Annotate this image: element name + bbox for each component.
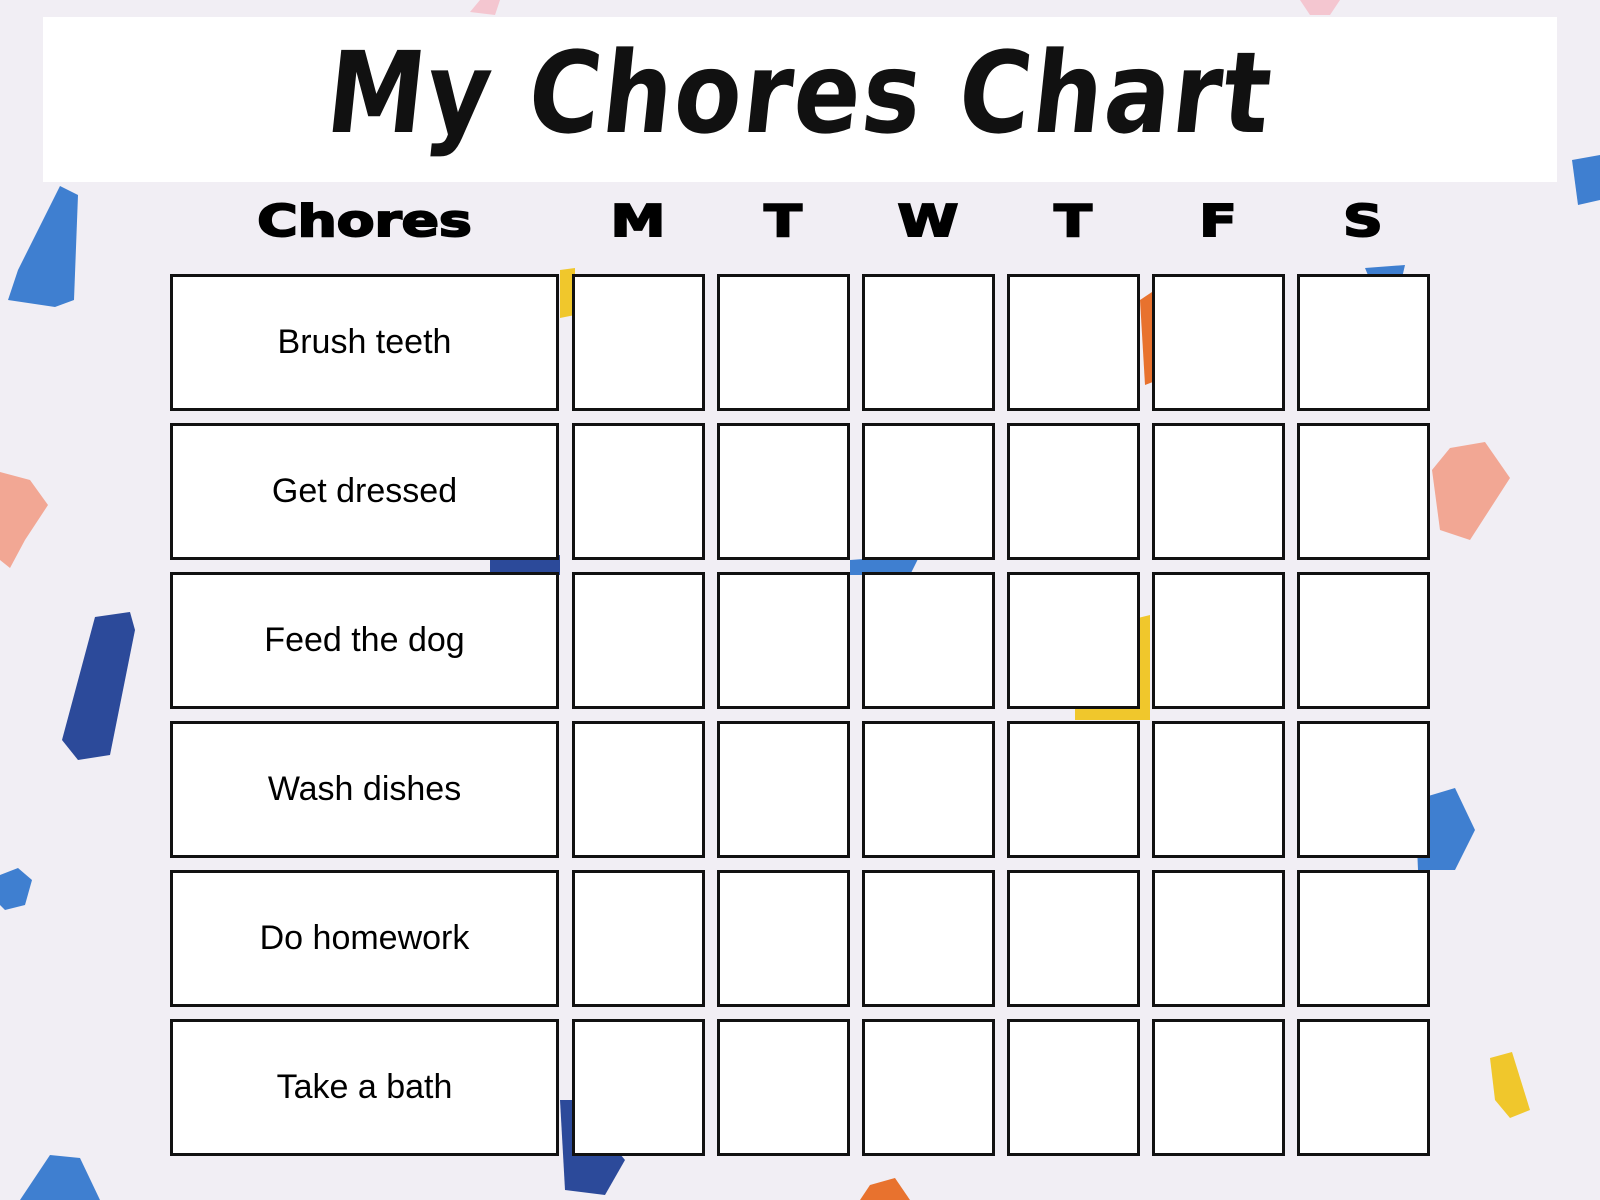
confetti-shape: [470, 0, 500, 15]
check-box-wednesday[interactable]: [862, 572, 995, 709]
confetti-shape: [850, 555, 920, 575]
check-box-thursday[interactable]: [1007, 423, 1140, 560]
chore-label: Do homework: [170, 870, 559, 1007]
check-box-friday[interactable]: [1152, 572, 1285, 709]
check-box-thursday[interactable]: [1007, 721, 1140, 858]
check-box-saturday[interactable]: [1297, 274, 1430, 411]
confetti-shape: [1300, 0, 1340, 15]
column-header-chores: Chores: [256, 195, 473, 248]
chore-label: Wash dishes: [170, 721, 559, 858]
check-box-saturday[interactable]: [1297, 572, 1430, 709]
check-box-saturday[interactable]: [1297, 423, 1430, 560]
check-box-thursday[interactable]: [1007, 572, 1140, 709]
check-box-saturday[interactable]: [1297, 870, 1430, 1007]
confetti-shape: [860, 1178, 910, 1200]
check-box-thursday[interactable]: [1007, 274, 1140, 411]
confetti-shape: [1572, 155, 1600, 205]
check-box-tuesday[interactable]: [717, 1019, 850, 1156]
confetti-shape: [1432, 442, 1510, 540]
confetti-shape: [1415, 788, 1475, 870]
check-box-wednesday[interactable]: [862, 274, 995, 411]
check-box-saturday[interactable]: [1297, 721, 1430, 858]
check-box-friday[interactable]: [1152, 1019, 1285, 1156]
check-box-wednesday[interactable]: [862, 1019, 995, 1156]
confetti-shape: [0, 868, 32, 910]
column-header-monday: M: [609, 195, 666, 248]
confetti-shape: [1490, 1052, 1530, 1118]
check-box-wednesday[interactable]: [862, 423, 995, 560]
column-header-friday: F: [1198, 195, 1238, 248]
chore-label: Get dressed: [170, 423, 559, 560]
check-box-monday[interactable]: [572, 721, 705, 858]
column-header-saturday: S: [1342, 195, 1384, 248]
check-box-monday[interactable]: [572, 1019, 705, 1156]
confetti-shape: [62, 612, 135, 760]
check-box-monday[interactable]: [572, 870, 705, 1007]
chore-label: Feed the dog: [170, 572, 559, 709]
check-box-tuesday[interactable]: [717, 572, 850, 709]
confetti-shape: [8, 186, 78, 307]
check-box-monday[interactable]: [572, 423, 705, 560]
check-box-friday[interactable]: [1152, 274, 1285, 411]
column-header-tuesday: T: [763, 195, 803, 248]
column-header-thursday: T: [1053, 195, 1093, 248]
check-box-thursday[interactable]: [1007, 870, 1140, 1007]
confetti-shape: [20, 1155, 100, 1200]
column-header-wednesday: W: [896, 195, 959, 248]
page-title: My Chores Chart: [320, 28, 1280, 160]
title-banner: My Chores Chart: [43, 17, 1557, 182]
check-box-friday[interactable]: [1152, 721, 1285, 858]
chore-label: Brush teeth: [170, 274, 559, 411]
check-box-wednesday[interactable]: [862, 870, 995, 1007]
check-box-tuesday[interactable]: [717, 721, 850, 858]
check-box-friday[interactable]: [1152, 423, 1285, 560]
confetti-shape: [490, 555, 560, 575]
check-box-tuesday[interactable]: [717, 423, 850, 560]
check-box-thursday[interactable]: [1007, 1019, 1140, 1156]
check-box-friday[interactable]: [1152, 870, 1285, 1007]
check-box-wednesday[interactable]: [862, 721, 995, 858]
check-box-monday[interactable]: [572, 572, 705, 709]
check-box-tuesday[interactable]: [717, 870, 850, 1007]
confetti-shape: [560, 268, 575, 318]
check-box-tuesday[interactable]: [717, 274, 850, 411]
check-box-saturday[interactable]: [1297, 1019, 1430, 1156]
confetti-shape: [0, 472, 48, 568]
chore-label: Take a bath: [170, 1019, 559, 1156]
check-box-monday[interactable]: [572, 274, 705, 411]
